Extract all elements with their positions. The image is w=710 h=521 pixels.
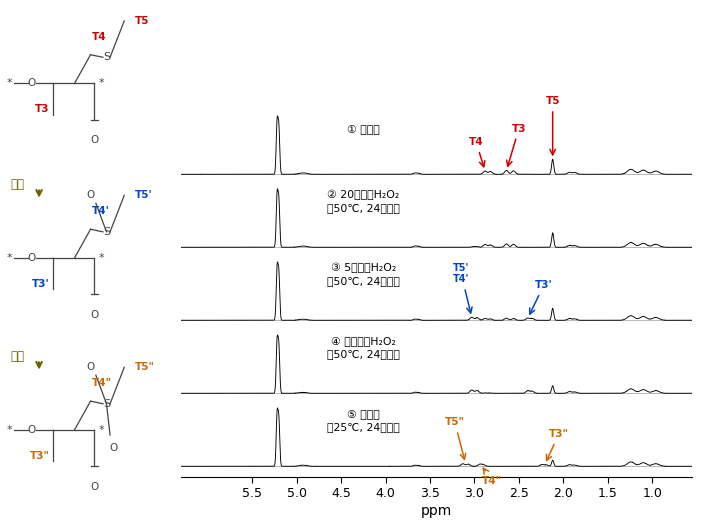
Text: *: *: [99, 425, 104, 435]
Text: *: *: [99, 78, 104, 89]
Text: T5": T5": [135, 362, 155, 373]
Text: T4': T4': [92, 206, 110, 216]
Text: S: S: [103, 52, 110, 63]
Text: T3': T3': [32, 279, 50, 289]
Text: S: S: [103, 227, 110, 237]
Text: ⑤ 過酢酸
（25℃, 24時間）: ⑤ 過酢酸 （25℃, 24時間）: [327, 409, 400, 432]
Text: 酸化: 酸化: [11, 179, 25, 191]
Text: ① 酸化前: ① 酸化前: [347, 123, 380, 134]
Text: O: O: [90, 310, 98, 320]
Text: T5'
T4': T5' T4': [453, 263, 472, 313]
Text: *: *: [7, 78, 13, 89]
Text: T5: T5: [135, 16, 149, 26]
Text: O: O: [87, 362, 94, 373]
Text: O: O: [87, 190, 94, 201]
Text: T3': T3': [530, 280, 552, 314]
Text: T3: T3: [36, 104, 50, 115]
Text: ② 20倍希釈H₂O₂
（50℃, 24時間）: ② 20倍希釈H₂O₂ （50℃, 24時間）: [327, 190, 400, 214]
Text: *: *: [7, 253, 13, 263]
Text: T3": T3": [30, 451, 50, 461]
Text: O: O: [90, 482, 98, 492]
Text: *: *: [7, 425, 13, 435]
Text: O: O: [28, 78, 36, 89]
Text: T3: T3: [507, 123, 526, 166]
Text: T5': T5': [135, 190, 153, 201]
Text: *: *: [99, 253, 104, 263]
Text: T4: T4: [92, 32, 107, 42]
Text: ③ 5倍希釈H₂O₂
（50℃, 24時間）: ③ 5倍希釈H₂O₂ （50℃, 24時間）: [327, 263, 400, 287]
Text: O: O: [90, 135, 98, 145]
Text: T4": T4": [482, 468, 502, 486]
Text: 酸化: 酸化: [11, 351, 25, 363]
Text: T4: T4: [469, 137, 485, 167]
X-axis label: ppm: ppm: [421, 504, 452, 518]
Text: S: S: [103, 399, 110, 409]
Text: ④ 試薬原液H₂O₂
（50℃, 24時間）: ④ 試薬原液H₂O₂ （50℃, 24時間）: [327, 336, 400, 359]
Text: T5: T5: [545, 96, 560, 155]
Text: O: O: [28, 253, 36, 263]
Text: T4": T4": [92, 378, 112, 388]
Text: T5": T5": [445, 417, 466, 460]
Text: O: O: [109, 443, 118, 453]
Text: O: O: [28, 425, 36, 435]
Text: T3": T3": [547, 429, 569, 461]
